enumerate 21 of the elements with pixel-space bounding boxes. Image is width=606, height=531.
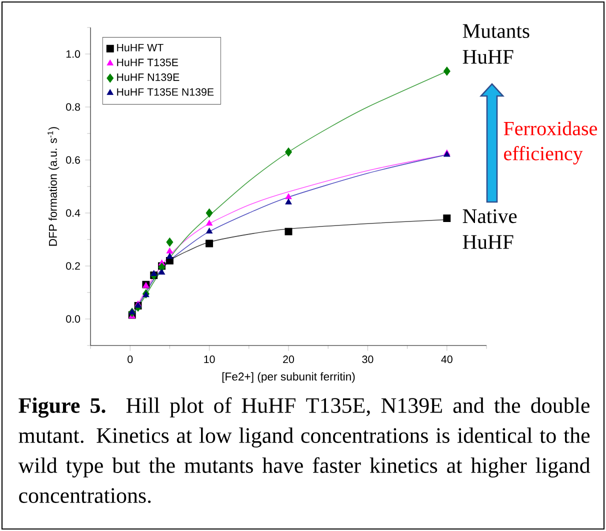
- y-axis-title: DFP formation (a.u. s$^{-1}$): [48, 127, 60, 246]
- legend-label: HuHF N139E: [117, 73, 180, 81]
- y-tick-label: 0.2: [66, 262, 80, 270]
- text: Ferroxidase efficiency: [504, 121, 597, 164]
- x-axis-title: [Fe2+] (per subunit ferritin): [222, 372, 355, 383]
- x-tick-label: 30: [362, 356, 374, 364]
- y-tick-label: 1.0: [66, 50, 80, 58]
- x-tick-label: 20: [283, 356, 294, 364]
- text: Figure 5. Hill plot of HuHF T135E, N139E and the double mutant. Kinetics at low ligand concentrations is identical to the wild type but the mutants have faster kinetics at higher ligand concentrations.: [18, 397, 590, 504]
- legend-label: HuHF WT: [117, 44, 164, 52]
- legend-label: HuHF T135E: [117, 58, 178, 66]
- y-tick-label: 0.6: [66, 156, 80, 164]
- annotation: Native HuHF: [462, 209, 517, 249]
- x-tick-label: 40: [441, 356, 452, 364]
- x-tick-label: 10: [204, 356, 215, 364]
- y-tick-label: 0.0: [66, 315, 80, 323]
- annotation: Mutants HuHF: [462, 24, 530, 64]
- y-tick-label: 0.8: [66, 103, 80, 111]
- legend-label: HuHF T135E N139E: [117, 88, 214, 96]
- x-tick-label: 0: [128, 356, 133, 364]
- y-tick-label: 0.4: [66, 209, 80, 217]
